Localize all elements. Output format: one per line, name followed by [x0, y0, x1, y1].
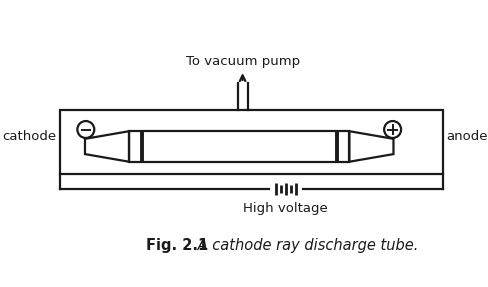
Text: High voltage: High voltage: [244, 202, 328, 216]
Text: anode: anode: [446, 130, 488, 143]
Text: cathode: cathode: [2, 130, 56, 143]
Text: A cathode ray discharge tube.: A cathode ray discharge tube.: [193, 238, 418, 253]
Text: Fig. 2.1: Fig. 2.1: [146, 238, 208, 253]
Text: To vacuum pump: To vacuum pump: [185, 55, 300, 68]
